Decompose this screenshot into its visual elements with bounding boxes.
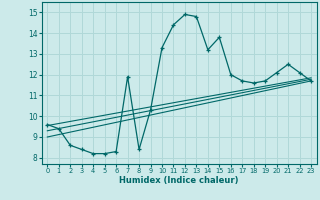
X-axis label: Humidex (Indice chaleur): Humidex (Indice chaleur) xyxy=(119,176,239,185)
